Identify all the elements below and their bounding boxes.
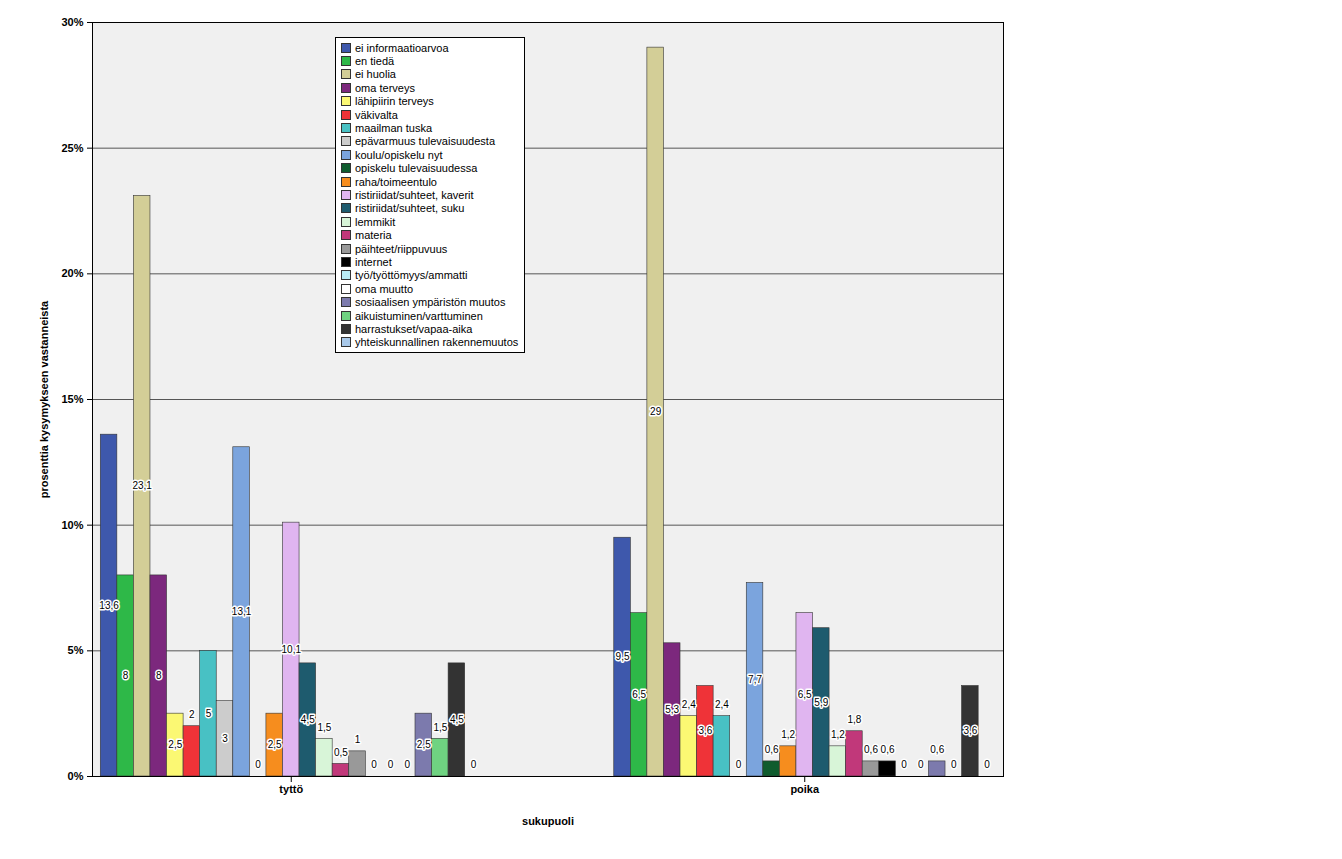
svg-text:4,5: 4,5 xyxy=(301,714,315,725)
svg-text:2: 2 xyxy=(189,709,195,720)
svg-text:0,6: 0,6 xyxy=(930,744,944,755)
svg-text:0: 0 xyxy=(736,759,742,770)
svg-text:29: 29 xyxy=(650,406,662,417)
html-text:väkivalta: väkivalta xyxy=(355,108,398,121)
svg-text:0,5: 0,5 xyxy=(334,747,348,758)
svg-text:0: 0 xyxy=(984,759,990,770)
html-text:ristiriidat/suhteet, kaverit: ristiriidat/suhteet, kaverit xyxy=(355,189,474,201)
svg-text:3,6: 3,6 xyxy=(698,725,712,736)
svg-text:13,1: 13,1 xyxy=(232,606,252,617)
svg-text:3,6: 3,6 xyxy=(963,725,977,736)
svg-text:1,2: 1,2 xyxy=(831,729,845,740)
html-text:internet: internet xyxy=(355,255,392,268)
svg-text:prosenttia kysymykseen vastann: prosenttia kysymykseen vastanneista xyxy=(38,300,50,498)
html-text:opiskelu tulevaisuudessa: opiskelu tulevaisuudessa xyxy=(355,162,478,175)
svg-text:0: 0 xyxy=(901,759,907,770)
svg-text:6,5: 6,5 xyxy=(632,689,646,700)
html-text:ei huolia: ei huolia xyxy=(355,68,396,81)
html-text:oma muutto: oma muutto xyxy=(355,282,414,295)
svg-text:10%: 10% xyxy=(61,519,83,531)
svg-text:10,1: 10,1 xyxy=(282,644,302,655)
svg-text:8: 8 xyxy=(156,670,162,681)
svg-text:2,4: 2,4 xyxy=(715,699,729,710)
svg-text:4,5: 4,5 xyxy=(450,714,464,725)
html-text:raha/toimeentulo: raha/toimeentulo xyxy=(355,175,437,188)
svg-text:0: 0 xyxy=(371,759,377,770)
svg-text:0,6: 0,6 xyxy=(881,744,895,755)
svg-text:0: 0 xyxy=(404,759,410,770)
html-text:materia: materia xyxy=(355,229,392,242)
html-text:maailman tuska: maailman tuska xyxy=(355,122,432,134)
html-text:yhteiskunnallinen rakennemuuto: yhteiskunnallinen rakennemuutos xyxy=(355,336,519,349)
svg-text:20%: 20% xyxy=(61,267,83,279)
svg-text:23,1: 23,1 xyxy=(132,480,152,491)
svg-text:0: 0 xyxy=(918,759,924,770)
svg-text:poika: poika xyxy=(790,783,820,795)
html-text:koulu/opiskelu nyt: koulu/opiskelu nyt xyxy=(355,148,443,161)
svg-text:9,5: 9,5 xyxy=(616,651,630,662)
html-text:oma terveys: oma terveys xyxy=(355,81,415,94)
svg-text:0%: 0% xyxy=(68,770,84,782)
html-text:ristiriidat/suhteet, suku: ristiriidat/suhteet, suku xyxy=(355,202,465,215)
html-text:sosiaalisen ympäristön muutos: sosiaalisen ympäristön muutos xyxy=(355,296,506,309)
svg-text:7,7: 7,7 xyxy=(748,674,762,685)
svg-text:1,8: 1,8 xyxy=(847,714,861,725)
html-text:harrastukset/vapaa-aika: harrastukset/vapaa-aika xyxy=(355,322,473,335)
svg-text:0,6: 0,6 xyxy=(765,744,779,755)
svg-text:30%: 30% xyxy=(61,16,83,28)
html-text:epävarmuus tulevaisuudesta: epävarmuus tulevaisuudesta xyxy=(355,135,495,148)
svg-text:1: 1 xyxy=(355,734,361,745)
svg-text:5: 5 xyxy=(206,708,212,719)
svg-text:6,5: 6,5 xyxy=(798,689,812,700)
svg-text:0: 0 xyxy=(388,759,394,770)
svg-text:sukupuoli: sukupuoli xyxy=(522,815,574,827)
html-text:aikuistuminen/varttuminen: aikuistuminen/varttuminen xyxy=(355,309,483,322)
svg-text:5,9: 5,9 xyxy=(814,697,828,708)
svg-text:5,3: 5,3 xyxy=(665,704,679,715)
svg-text:15%: 15% xyxy=(61,393,83,405)
svg-text:1,5: 1,5 xyxy=(317,722,331,733)
html-text:päihteet/riippuvuus: päihteet/riippuvuus xyxy=(355,242,448,255)
svg-text:3: 3 xyxy=(222,733,228,744)
svg-text:0: 0 xyxy=(471,759,477,770)
svg-text:tyttö: tyttö xyxy=(279,783,303,795)
html-text:lähipiirin terveys: lähipiirin terveys xyxy=(355,95,434,108)
svg-text:1,5: 1,5 xyxy=(433,722,447,733)
svg-text:25%: 25% xyxy=(61,142,83,154)
svg-text:1,2: 1,2 xyxy=(781,729,795,740)
svg-text:2,5: 2,5 xyxy=(417,739,431,750)
svg-text:0: 0 xyxy=(951,759,957,770)
html-text:lemmikit: lemmikit xyxy=(355,215,396,228)
svg-text:8: 8 xyxy=(123,670,129,681)
svg-text:5%: 5% xyxy=(68,644,84,656)
svg-text:2,5: 2,5 xyxy=(268,739,282,750)
svg-text:13,6: 13,6 xyxy=(99,600,119,611)
html-text:en tiedä: en tiedä xyxy=(355,55,395,68)
svg-text:0: 0 xyxy=(255,759,261,770)
html-text:ei informaatioarvoa: ei informaatioarvoa xyxy=(355,41,449,54)
svg-text:2,5: 2,5 xyxy=(168,739,182,750)
svg-text:0,6: 0,6 xyxy=(864,744,878,755)
html-text:työ/työttömyys/ammatti: työ/työttömyys/ammatti xyxy=(355,269,468,282)
svg-text:2,4: 2,4 xyxy=(682,699,696,710)
